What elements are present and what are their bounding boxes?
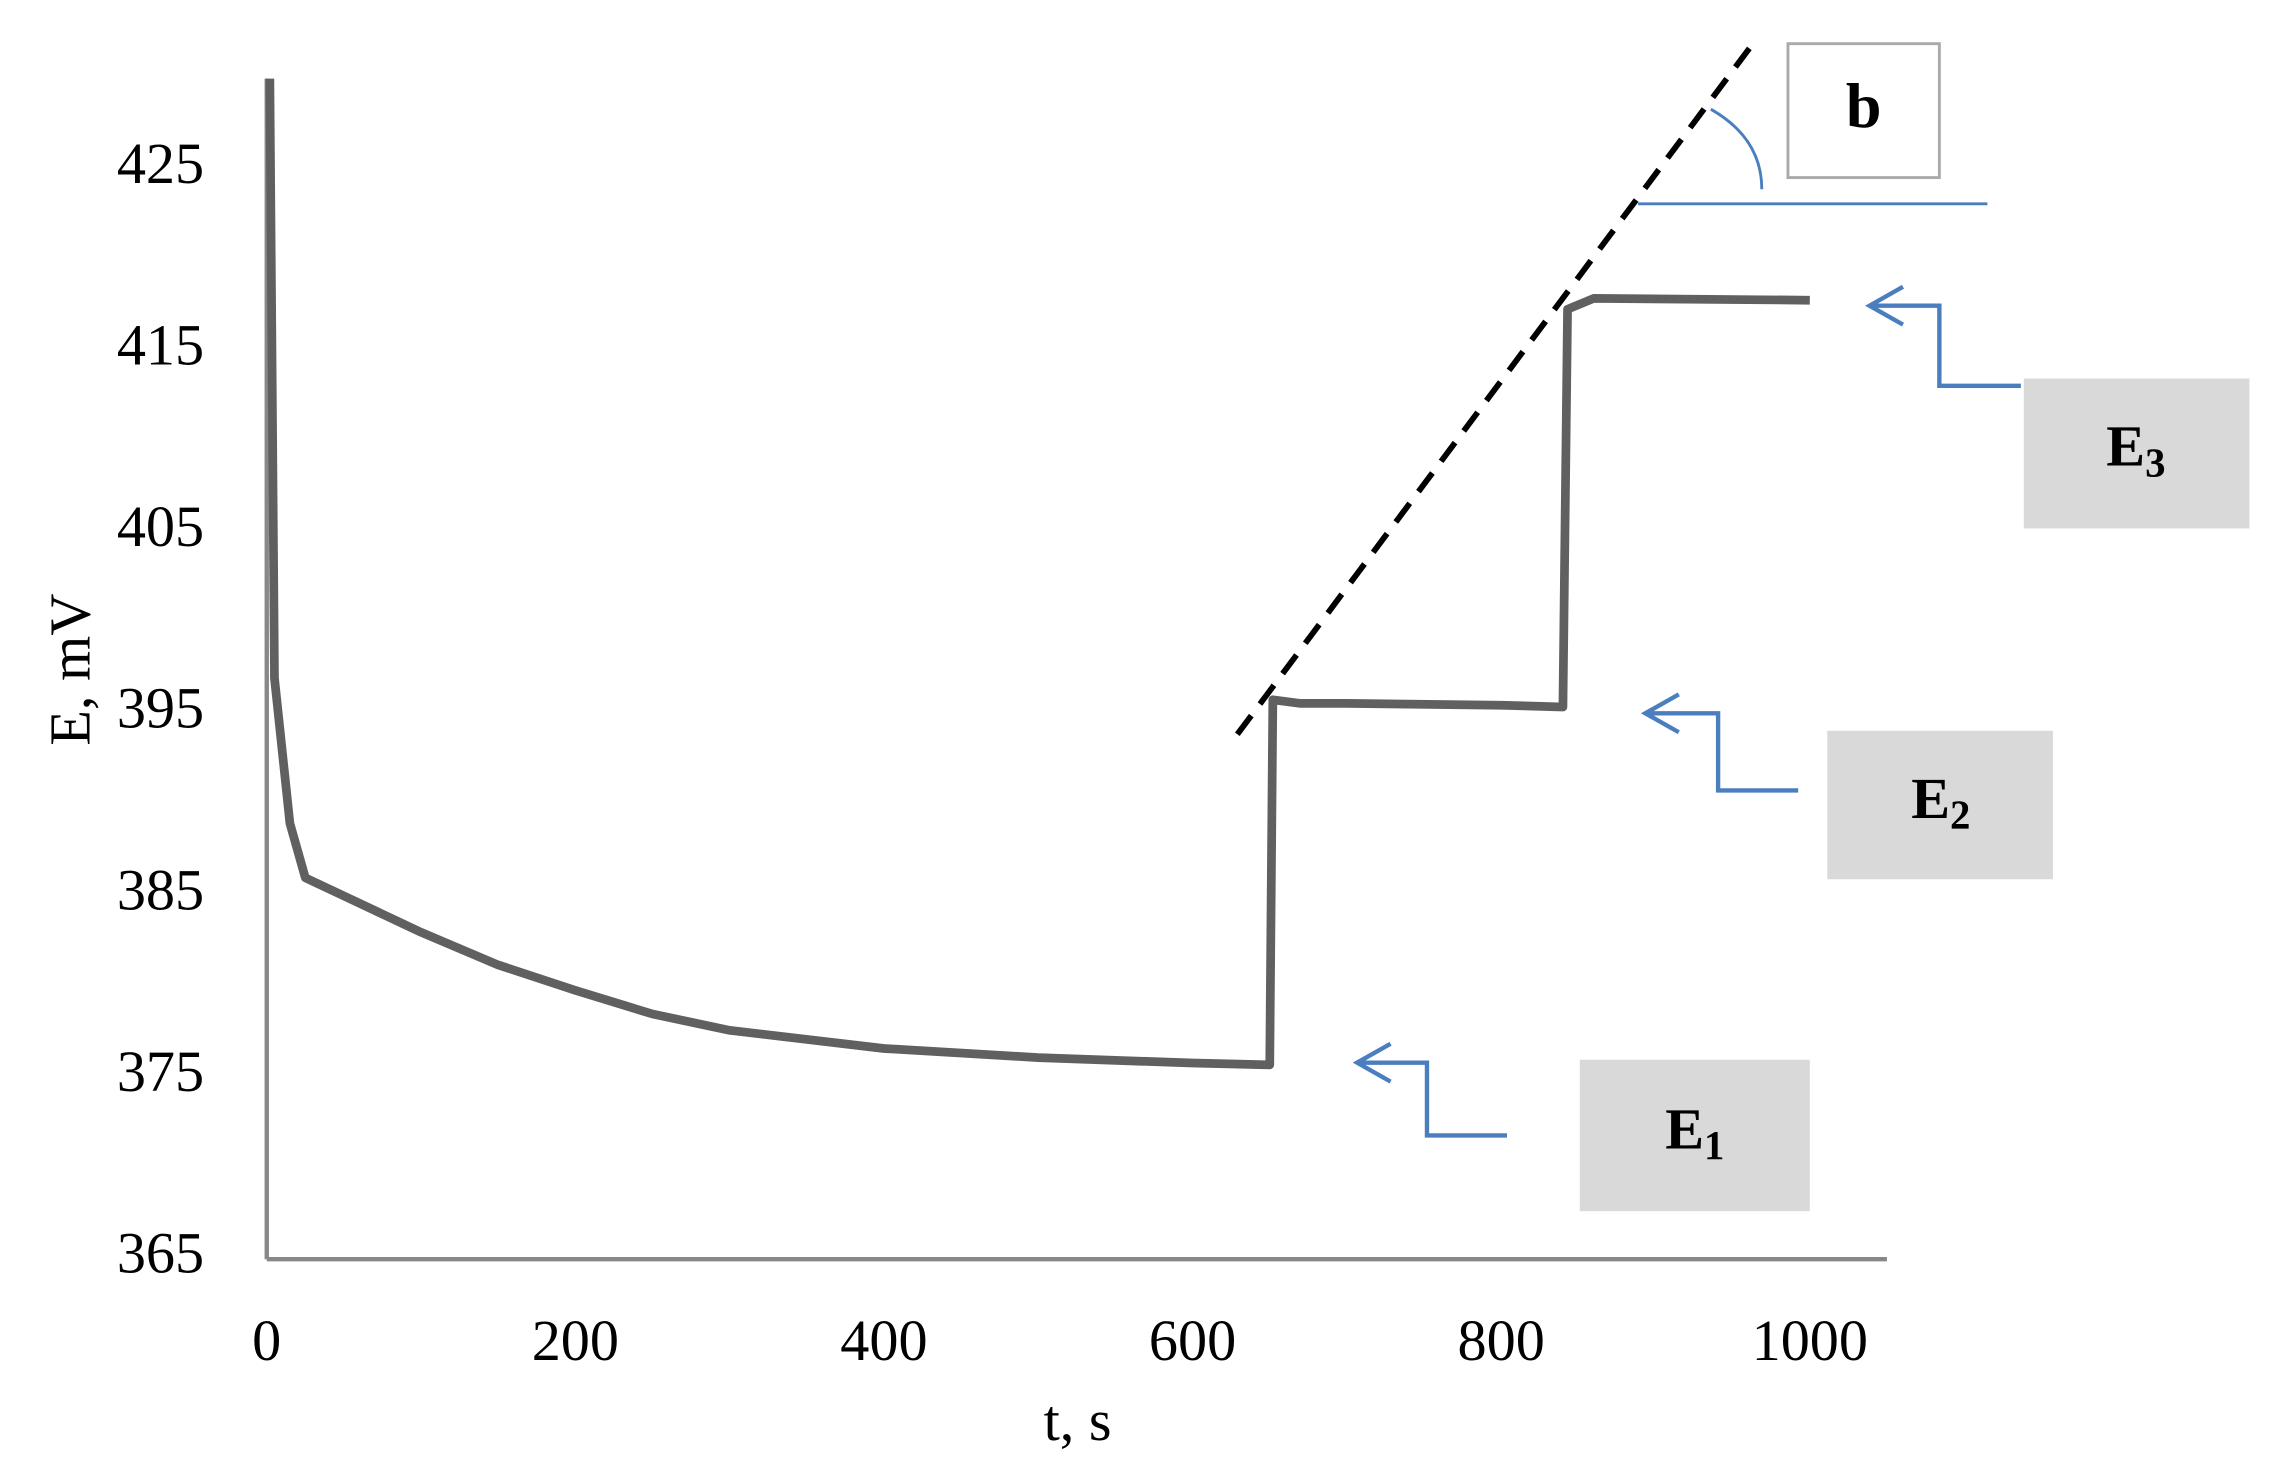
axes (264, 78, 1887, 1262)
label-box (2023, 378, 2250, 529)
x-tick-label: 400 (840, 1308, 927, 1373)
annotation-sub: 1 (1704, 1123, 1724, 1168)
y-tick-label: 385 (117, 857, 204, 922)
label-box (1579, 1059, 1810, 1212)
annotation-main: E (1911, 766, 1950, 831)
y-tick-label: 395 (117, 676, 204, 741)
annotation-main: E (2106, 414, 2145, 479)
y-tick-label: 405 (117, 494, 204, 559)
y-tick-label: 415 (117, 312, 204, 377)
annotation-sub: 3 (2145, 441, 2165, 486)
annotation-main: E (1665, 1097, 1704, 1162)
annotation: E2 (1911, 766, 1970, 838)
annotation: b (1846, 70, 1882, 141)
arrow (1361, 1060, 1508, 1138)
annotation: E3 (2106, 414, 2165, 486)
x-tick-label: 600 (1149, 1308, 1236, 1373)
x-axis-label: t, s (1044, 1388, 1112, 1453)
x-tick-label: 1000 (1752, 1308, 1868, 1373)
y-tick-label: 425 (117, 131, 204, 196)
tangent-line (1235, 44, 1754, 737)
y-tick-label: 375 (117, 1039, 204, 1104)
x-tick-label: 200 (532, 1308, 619, 1373)
x-tick-label: 800 (1458, 1308, 1545, 1373)
arrows (1352, 107, 2021, 1138)
annotation-sub: 2 (1950, 793, 1970, 838)
angle-arc (1710, 107, 1764, 190)
arrow-head (1640, 692, 1680, 735)
annotation-boxes: E1 E2 E3 b (1579, 42, 2250, 1212)
annotation: E1 (1665, 1097, 1724, 1169)
x-tick-label: 0 (252, 1308, 281, 1373)
label-box (1786, 42, 1941, 180)
arrow (1649, 711, 1799, 793)
y-tick-label: 365 (117, 1221, 204, 1286)
arrow (1873, 303, 2021, 388)
y-axis-label: E, mV (37, 594, 102, 746)
label-box (1827, 730, 2053, 880)
data-line (265, 78, 1810, 1070)
arrow-head (1865, 284, 1905, 327)
arrow-head (1352, 1041, 1392, 1084)
